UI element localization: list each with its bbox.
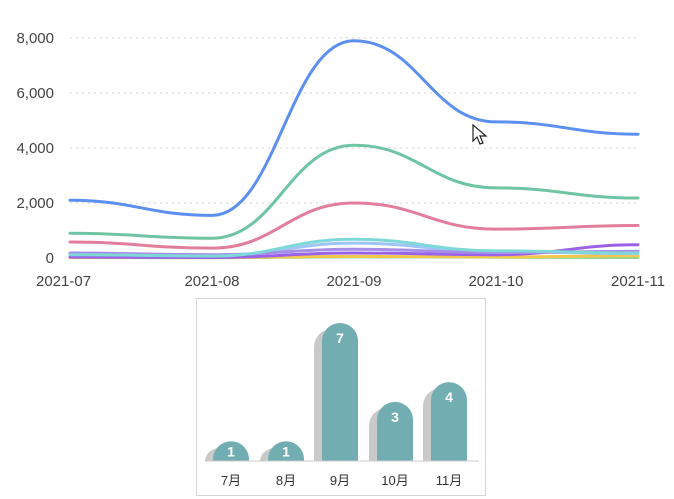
bar-category-label: 8月 <box>276 473 296 488</box>
y-tick-label: 8,000 <box>16 30 54 47</box>
grid-lines <box>70 37 638 259</box>
x-tick-label: 2021-11 <box>611 273 665 290</box>
bar-value-label: 1 <box>282 443 290 459</box>
bar-value-label: 7 <box>336 330 344 346</box>
y-tick-label: 0 <box>46 250 54 267</box>
x-axis-ticks: 2021-07 2021-08 2021-09 2021-10 2021-11 <box>36 273 665 290</box>
y-tick-label: 6,000 <box>16 85 54 102</box>
y-tick-label: 2,000 <box>16 195 54 212</box>
bar-category-label: 9月 <box>330 473 350 488</box>
bar-category-label: 7月 <box>221 473 241 488</box>
bar-category-label: 10月 <box>381 473 408 488</box>
bar <box>322 323 358 461</box>
bar <box>268 441 304 461</box>
series-line <box>68 201 640 250</box>
bar-value-label: 3 <box>391 409 399 425</box>
x-tick-label: 2021-07 <box>36 273 91 290</box>
bar-value-label: 1 <box>227 443 235 459</box>
x-tick-label: 2021-10 <box>468 273 523 290</box>
bar <box>213 441 249 461</box>
bar-value-label: 4 <box>445 389 453 405</box>
line-series <box>68 39 640 260</box>
series-line <box>68 237 640 258</box>
bar <box>377 401 413 461</box>
series-line <box>68 143 640 240</box>
x-tick-label: 2021-08 <box>184 273 239 290</box>
bar-category-labels: 7月 8月 9月 10月 11月 <box>221 473 462 488</box>
y-axis-ticks: 0 2,000 4,000 6,000 8,000 <box>16 30 54 267</box>
y-tick-label: 4,000 <box>16 140 54 157</box>
bar <box>431 382 467 461</box>
x-tick-label: 2021-09 <box>326 273 381 290</box>
bar-category-label: 11月 <box>436 473 463 488</box>
mouse-pointer-icon <box>472 124 488 145</box>
bars <box>205 323 479 462</box>
series-line <box>68 39 640 217</box>
